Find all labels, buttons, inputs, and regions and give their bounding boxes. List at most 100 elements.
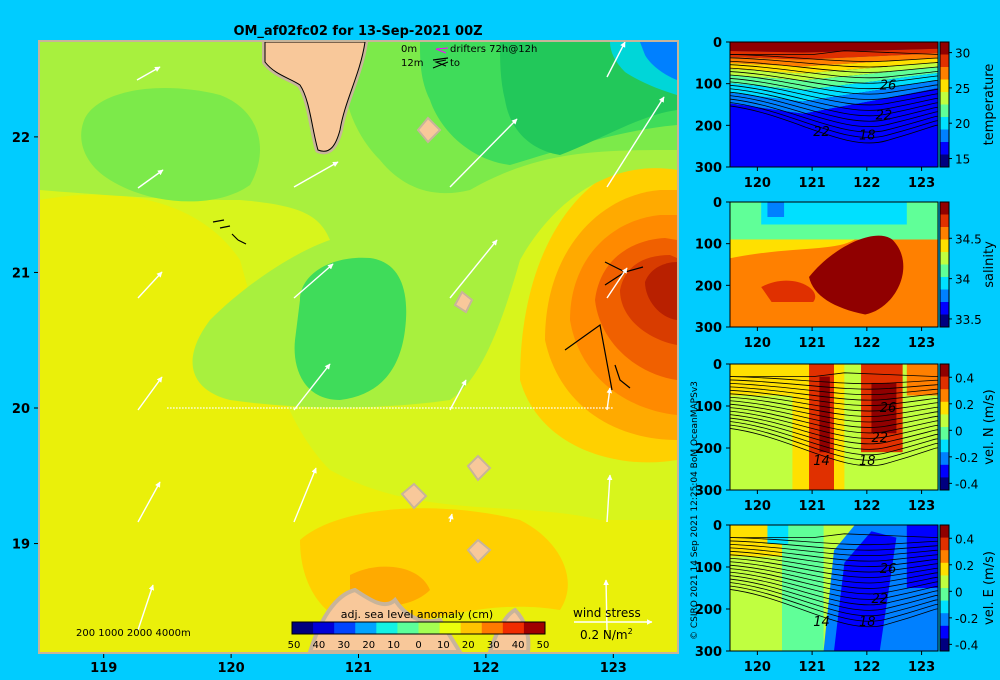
- section-y-tick-label: 200: [695, 603, 722, 618]
- section-field: [730, 525, 938, 651]
- section-frame: [729, 41, 939, 168]
- section-colorbar-tick-label: 34.5: [955, 232, 982, 246]
- isotherm: [730, 414, 938, 445]
- section-colorbar-label: temperature: [982, 64, 997, 146]
- ssla-colorbar-tick: 10: [437, 640, 450, 651]
- isotherm: [730, 53, 938, 62]
- section-colorbar-swatch: [940, 67, 949, 80]
- map-x-tick-label: 120: [218, 661, 245, 676]
- isotherm: [730, 105, 938, 144]
- section-y-tick-label: 300: [695, 161, 722, 176]
- ssla-colorbar-tick: 40: [512, 640, 525, 651]
- section-y-tick-label: 0: [713, 36, 722, 51]
- map-y-tick-label: 21: [12, 266, 30, 281]
- section-colorbar-tick-label: 0.2: [955, 398, 974, 412]
- section-x-tick-label: 121: [799, 499, 826, 514]
- ssla-colorbar-tick: 50: [537, 640, 550, 651]
- ssla-colorbar-swatch: [418, 622, 441, 634]
- section-x-tick-label: 121: [799, 336, 826, 351]
- section-colorbar-swatch: [940, 302, 949, 315]
- section-x-tick-label: 123: [908, 176, 935, 191]
- section-x-tick-label: 121: [799, 660, 826, 675]
- section-colorbar-tick-label: -0.4: [955, 638, 978, 652]
- section-colorbar-swatch: [940, 525, 949, 539]
- ssla-colorbar-swatch: [502, 622, 525, 634]
- isotherm: [730, 50, 938, 55]
- ssla-colorbar-swatch: [376, 622, 398, 634]
- isotherm: [730, 372, 938, 377]
- section-colorbar-swatch: [940, 439, 949, 453]
- section-colorbar-swatch: [940, 537, 949, 551]
- section-x-tick-label: 123: [908, 336, 935, 351]
- section-colorbar-tick-label: -0.2: [955, 612, 978, 626]
- section-colorbar-swatch: [940, 588, 949, 602]
- section-y-tick-label: 200: [695, 442, 722, 457]
- section-colorbar-swatch: [940, 264, 949, 278]
- section-y-tick-label: 0: [713, 358, 722, 373]
- ssla-colorbar-swatch: [334, 622, 356, 634]
- isotherm: [730, 403, 938, 428]
- contour-label: 18: [859, 129, 876, 144]
- section-colorbar-swatch: [940, 376, 949, 390]
- section-field: [730, 42, 938, 167]
- section-y-tick-label: 300: [695, 645, 722, 660]
- section-x-tick-label: 121: [799, 176, 826, 191]
- section-x-tick-label: 120: [744, 660, 771, 675]
- ssla-colorbar-tick: 50: [288, 640, 301, 651]
- ssla-colorbar-tick: 30: [487, 640, 500, 651]
- contour-label: 26: [880, 401, 897, 416]
- map-x-tick-label: 121: [345, 661, 372, 676]
- section-band: [761, 202, 907, 225]
- ssla-colorbar-swatch: [313, 622, 335, 634]
- contour-label: 22: [876, 109, 893, 124]
- section-band: [730, 80, 938, 114]
- map-y-tick-label: 22: [12, 131, 30, 146]
- section-colorbar-swatch: [940, 638, 949, 652]
- section-colorbar-swatch: [940, 289, 949, 303]
- section-field: [730, 364, 938, 490]
- section-colorbar-tick-label: 34: [955, 273, 970, 287]
- section-colorbar-tick-label: 0.2: [955, 559, 974, 573]
- section-colorbar-swatch: [940, 562, 949, 576]
- isotherm: [730, 88, 938, 117]
- isotherm: [730, 393, 938, 412]
- section-y-tick-label: 100: [695, 400, 722, 415]
- wind-legend: wind stress 0.2 N/m2: [573, 606, 653, 642]
- isotherm: [730, 544, 938, 557]
- section-y-tick-label: 300: [695, 484, 722, 499]
- section-colorbar-tick-label: 33.5: [955, 313, 982, 327]
- ssla-colorbar-tick: 20: [362, 640, 375, 651]
- section-colorbar-tick-label: 0.4: [955, 371, 974, 385]
- isotherm: [730, 71, 938, 90]
- contour-label: 18: [859, 615, 876, 630]
- contour-label: 22: [813, 125, 830, 140]
- isotherm: [730, 571, 938, 600]
- isotherm: [730, 561, 938, 584]
- wind-legend-label: wind stress: [573, 606, 641, 620]
- map-y-tick-label: 19: [12, 538, 30, 553]
- section-x-tick-label: 122: [853, 336, 880, 351]
- section-colorbar-swatch: [940, 252, 949, 265]
- ssla-colorbar-swatch: [523, 622, 546, 634]
- section-colorbar-swatch: [940, 117, 949, 130]
- section-panel-4: 26 22 14 18 120 121 122 123 0 100 200 300 0.4 0.2 0 -0.…: [695, 519, 997, 675]
- figure-title: OM_af02fc02 for 13-Sep-2021 00Z: [233, 24, 482, 39]
- isotherm: [730, 407, 938, 434]
- isotherm: [730, 389, 938, 406]
- isotherm: [730, 74, 938, 95]
- section-field: [730, 202, 938, 327]
- isotherm: [730, 589, 938, 628]
- section-colorbar-swatch: [940, 154, 949, 168]
- ssla-colorbar-label: adj. sea level anomaly (cm): [341, 608, 493, 621]
- contour-label: 14: [813, 615, 830, 630]
- ssla-colorbar-swatch: [292, 622, 314, 634]
- isotherm: [730, 376, 938, 385]
- section-band: [819, 376, 830, 453]
- section-colorbar-swatch: [940, 214, 949, 228]
- map-x-tick-label: 123: [600, 661, 627, 676]
- ssla-colorbar-tick: 10: [387, 640, 400, 651]
- section-colorbar-swatch: [940, 202, 949, 215]
- section-x-tick-label: 123: [908, 660, 935, 675]
- isotherm: [730, 424, 938, 461]
- section-y-tick-label: 100: [695, 238, 722, 253]
